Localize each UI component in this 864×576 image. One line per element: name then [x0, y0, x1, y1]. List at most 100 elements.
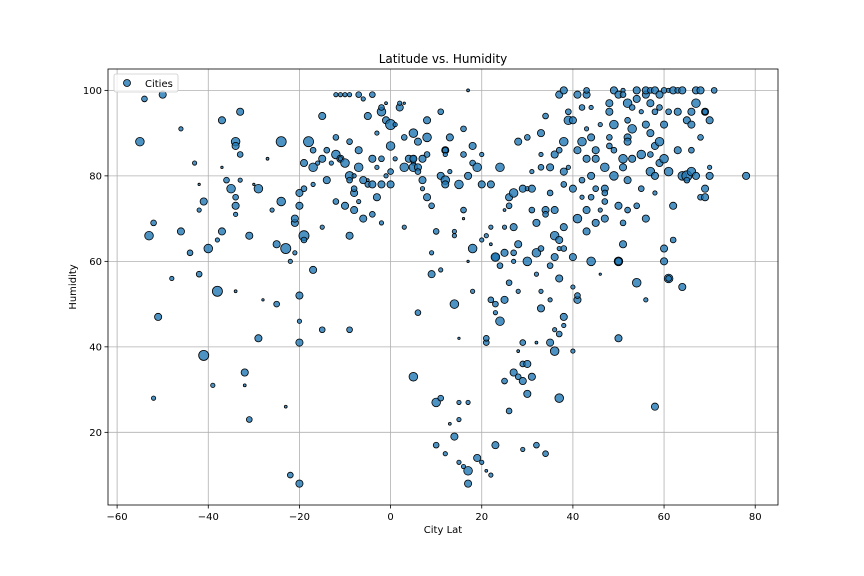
- data-point: [457, 336, 461, 340]
- data-point: [310, 181, 316, 187]
- data-point: [315, 160, 321, 166]
- data-point: [546, 163, 555, 172]
- data-point: [538, 151, 544, 158]
- data-point: [479, 237, 485, 243]
- data-point: [422, 132, 432, 143]
- data-point: [233, 211, 239, 217]
- data-point: [673, 146, 682, 155]
- data-point: [496, 262, 504, 269]
- data-point: [519, 339, 527, 346]
- data-point: [705, 171, 714, 180]
- data-point: [528, 206, 536, 214]
- data-point: [451, 228, 457, 234]
- data-point: [665, 275, 672, 282]
- data-point: [643, 297, 649, 303]
- y-axis-label: Humidity: [68, 264, 79, 309]
- data-point: [359, 214, 368, 223]
- data-point: [309, 265, 318, 274]
- x-axis-label: City Lat: [424, 525, 462, 536]
- data-point: [342, 92, 348, 98]
- data-point: [354, 146, 363, 155]
- data-point: [253, 183, 264, 194]
- data-point: [536, 304, 545, 313]
- data-point: [587, 171, 596, 180]
- data-point: [409, 154, 418, 163]
- data-point: [383, 173, 389, 179]
- data-point: [240, 368, 249, 377]
- data-point: [520, 446, 526, 452]
- data-point: [308, 162, 318, 173]
- data-point: [242, 383, 247, 388]
- data-point: [464, 479, 473, 488]
- data-point: [524, 134, 531, 141]
- data-point: [451, 233, 457, 239]
- data-point: [484, 468, 489, 473]
- data-point: [495, 162, 505, 173]
- data-point: [461, 217, 466, 221]
- data-point: [505, 407, 513, 415]
- data-point: [226, 183, 236, 194]
- data-point: [423, 193, 432, 202]
- data-point: [561, 322, 567, 329]
- data-point: [477, 180, 486, 189]
- data-point: [654, 136, 665, 147]
- data-point: [655, 90, 664, 99]
- data-point: [287, 471, 294, 479]
- data-point: [742, 171, 751, 180]
- data-point: [460, 206, 467, 214]
- data-point: [501, 224, 508, 230]
- data-point: [538, 288, 544, 294]
- data-point: [597, 122, 603, 128]
- data-point: [547, 297, 553, 303]
- data-point: [597, 207, 603, 213]
- data-point: [549, 346, 560, 356]
- data-point: [483, 233, 489, 239]
- data-point: [203, 243, 213, 254]
- data-point: [211, 285, 223, 297]
- legend-box: [113, 73, 179, 93]
- data-point: [449, 299, 460, 309]
- data-point: [646, 99, 655, 108]
- data-point: [223, 176, 230, 184]
- data-points: [135, 86, 751, 488]
- data-point: [197, 182, 201, 187]
- data-point: [332, 134, 340, 141]
- y-tick-label: 40: [89, 342, 102, 353]
- data-point: [572, 213, 583, 224]
- data-point: [534, 340, 539, 345]
- data-point: [660, 120, 669, 129]
- data-point: [523, 389, 532, 398]
- data-point: [214, 237, 220, 243]
- data-point: [492, 300, 499, 308]
- data-point: [233, 289, 238, 294]
- data-point: [328, 160, 334, 166]
- data-point: [631, 278, 642, 288]
- data-point: [586, 256, 596, 267]
- plot-frame: [107, 68, 779, 506]
- data-point: [231, 141, 240, 150]
- data-point: [479, 151, 485, 158]
- data-point: [470, 288, 476, 294]
- data-point: [269, 207, 275, 213]
- data-point: [647, 151, 654, 158]
- data-point: [292, 250, 298, 256]
- data-point: [527, 372, 536, 381]
- data-point: [196, 207, 202, 213]
- data-point: [502, 208, 507, 212]
- data-point: [237, 177, 243, 183]
- data-point: [318, 154, 327, 163]
- data-point: [659, 154, 669, 164]
- x-tick-label: −60: [107, 512, 128, 523]
- data-point: [135, 136, 145, 147]
- data-point: [283, 404, 288, 409]
- data-point: [614, 257, 623, 266]
- data-point: [273, 300, 280, 308]
- data-point: [624, 206, 631, 214]
- data-point: [636, 149, 646, 160]
- data-point: [374, 130, 380, 136]
- data-point: [275, 136, 287, 148]
- data-point: [559, 86, 568, 95]
- data-point: [231, 201, 240, 210]
- data-point: [287, 258, 293, 264]
